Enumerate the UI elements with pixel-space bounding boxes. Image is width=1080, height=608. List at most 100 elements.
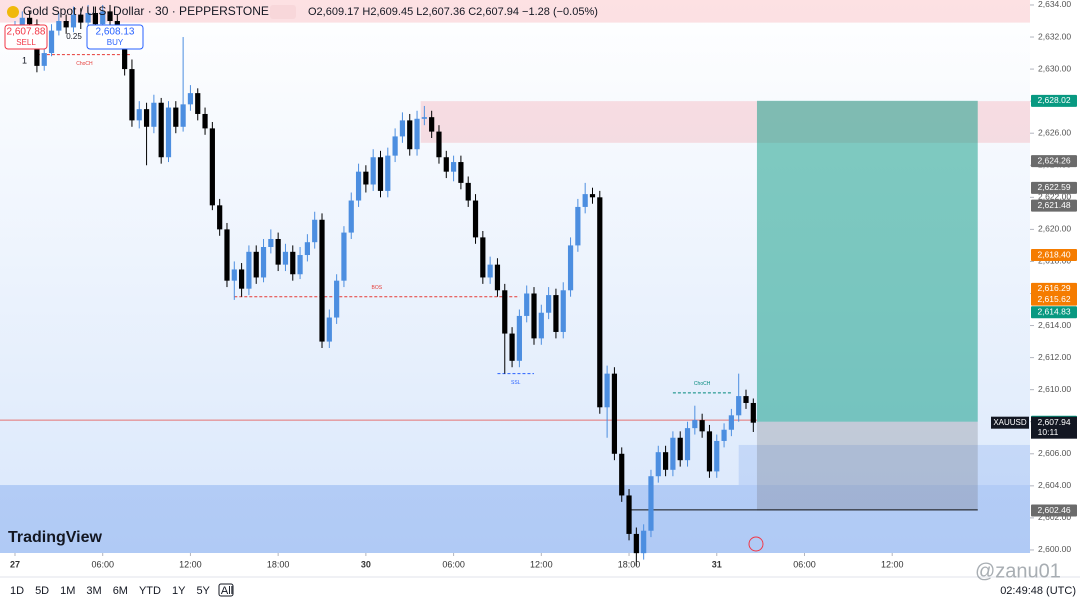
candle-body xyxy=(27,17,33,25)
spread: 0.25 xyxy=(66,32,82,41)
price-label: 2,624.26 xyxy=(1037,155,1070,165)
ohlc-readout: O2,609.17 H2,609.45 L2,607.36 C2,607.94 … xyxy=(308,6,598,18)
candle-body xyxy=(480,237,486,278)
candle-body xyxy=(677,437,683,461)
stop-zone xyxy=(756,421,978,511)
candle-body xyxy=(692,420,698,429)
price-label-box xyxy=(1031,181,1077,194)
price-label: 2,602.46 xyxy=(1037,505,1070,515)
candle-body xyxy=(684,428,691,461)
candle-body xyxy=(392,136,398,156)
y-tick-label: 2,614.00 xyxy=(1038,320,1071,330)
candle-body xyxy=(399,120,406,137)
sell-price: 2,607.88 xyxy=(7,27,46,38)
y-tick-label: 2,626.00 xyxy=(1038,127,1071,137)
candle-body xyxy=(268,238,274,248)
price-label: 2,621.48 xyxy=(1037,200,1070,210)
candle-body xyxy=(151,102,157,127)
y-tick-label: 2,612.00 xyxy=(1038,352,1071,362)
candle-body xyxy=(209,128,215,206)
candle-body xyxy=(341,232,347,281)
sell-button[interactable] xyxy=(4,24,48,50)
candle-body xyxy=(231,269,237,281)
target-zone xyxy=(756,100,978,422)
order-count[interactable]: 1 xyxy=(22,55,27,65)
candle-body xyxy=(450,162,457,172)
zone xyxy=(0,0,1030,23)
range-button[interactable]: 1M xyxy=(60,585,75,597)
annotation-label: ChoCH xyxy=(694,381,711,387)
price-label-box xyxy=(1031,306,1077,319)
price-label-box xyxy=(1031,94,1077,107)
annotation-label: ChoCH xyxy=(76,61,93,67)
price-label-box xyxy=(1031,249,1077,262)
candle-body xyxy=(202,113,208,129)
candle-body xyxy=(312,219,318,243)
candle-body xyxy=(458,162,464,183)
range-button[interactable]: 1Y xyxy=(172,585,186,597)
range-button[interactable]: 1D xyxy=(10,585,24,597)
candle-body xyxy=(85,12,91,23)
calendar-icon[interactable] xyxy=(218,583,234,597)
candle-body xyxy=(195,93,201,114)
candle-body xyxy=(736,396,742,416)
candle-body xyxy=(465,182,471,201)
annotation-label: SSL xyxy=(511,380,521,386)
range-button[interactable]: YTD xyxy=(139,585,161,597)
x-tick-label: 06:00 xyxy=(442,559,465,569)
candle-body xyxy=(129,69,135,121)
candle-body xyxy=(597,197,603,408)
candle-body xyxy=(611,373,618,454)
candle-body xyxy=(377,157,384,191)
countdown: 10:11 xyxy=(1038,427,1059,437)
y-tick-label: 2,610.00 xyxy=(1038,384,1071,394)
candle-body xyxy=(304,242,310,256)
symbol-label: XAUUSD xyxy=(993,418,1027,427)
tv-logo: TradingView xyxy=(8,529,103,546)
candle-body xyxy=(560,290,566,332)
event-icon[interactable] xyxy=(748,536,764,552)
range-button[interactable]: 6M xyxy=(113,585,128,597)
candle-body xyxy=(414,118,420,150)
y-tick-label: 2,602.00 xyxy=(1038,512,1071,522)
candle-body xyxy=(239,269,245,289)
time-axis-bg xyxy=(0,553,1030,577)
candle-body xyxy=(750,402,756,423)
annotation-label: BOS xyxy=(372,285,383,291)
y-tick-label: 2,604.00 xyxy=(1038,480,1071,490)
candle-body xyxy=(575,206,581,246)
candle-body xyxy=(19,17,25,30)
candle-body xyxy=(165,107,172,158)
candle-body xyxy=(662,452,669,470)
candle-body xyxy=(136,109,142,121)
candle-body xyxy=(70,14,77,28)
candle-body xyxy=(421,117,427,119)
candle-body xyxy=(443,157,449,172)
y-tick-label: 2,632.00 xyxy=(1038,31,1071,41)
range-button[interactable]: 3M xyxy=(86,585,101,597)
price-label: 2,628.02 xyxy=(1037,95,1070,105)
candle-body xyxy=(180,104,186,127)
clock: 02:49:48 (UTC) xyxy=(1000,585,1076,597)
candle-body xyxy=(217,205,223,230)
buy-button[interactable] xyxy=(86,24,144,50)
symbol-title: Gold Spot / U.S. Dollar · 30 · PEPPERSTO… xyxy=(23,4,269,18)
range-button[interactable]: 5Y xyxy=(196,585,210,597)
candle-body xyxy=(619,453,625,496)
candle-body xyxy=(567,245,574,291)
candle-body xyxy=(648,476,654,531)
candle-body xyxy=(224,229,230,281)
watermark: @zanu01 xyxy=(975,560,1061,582)
y-tick-label: 2,630.00 xyxy=(1038,63,1071,73)
candle-body xyxy=(100,11,106,25)
candle-body xyxy=(494,264,501,291)
range-button[interactable]: 5D xyxy=(35,585,49,597)
candle-body xyxy=(260,247,267,278)
candle-body xyxy=(538,312,544,339)
candle-body xyxy=(370,157,376,185)
candle-body xyxy=(721,429,727,441)
range-button[interactable]: All xyxy=(221,585,233,597)
candle-body xyxy=(436,131,442,158)
candle-body xyxy=(253,251,259,278)
